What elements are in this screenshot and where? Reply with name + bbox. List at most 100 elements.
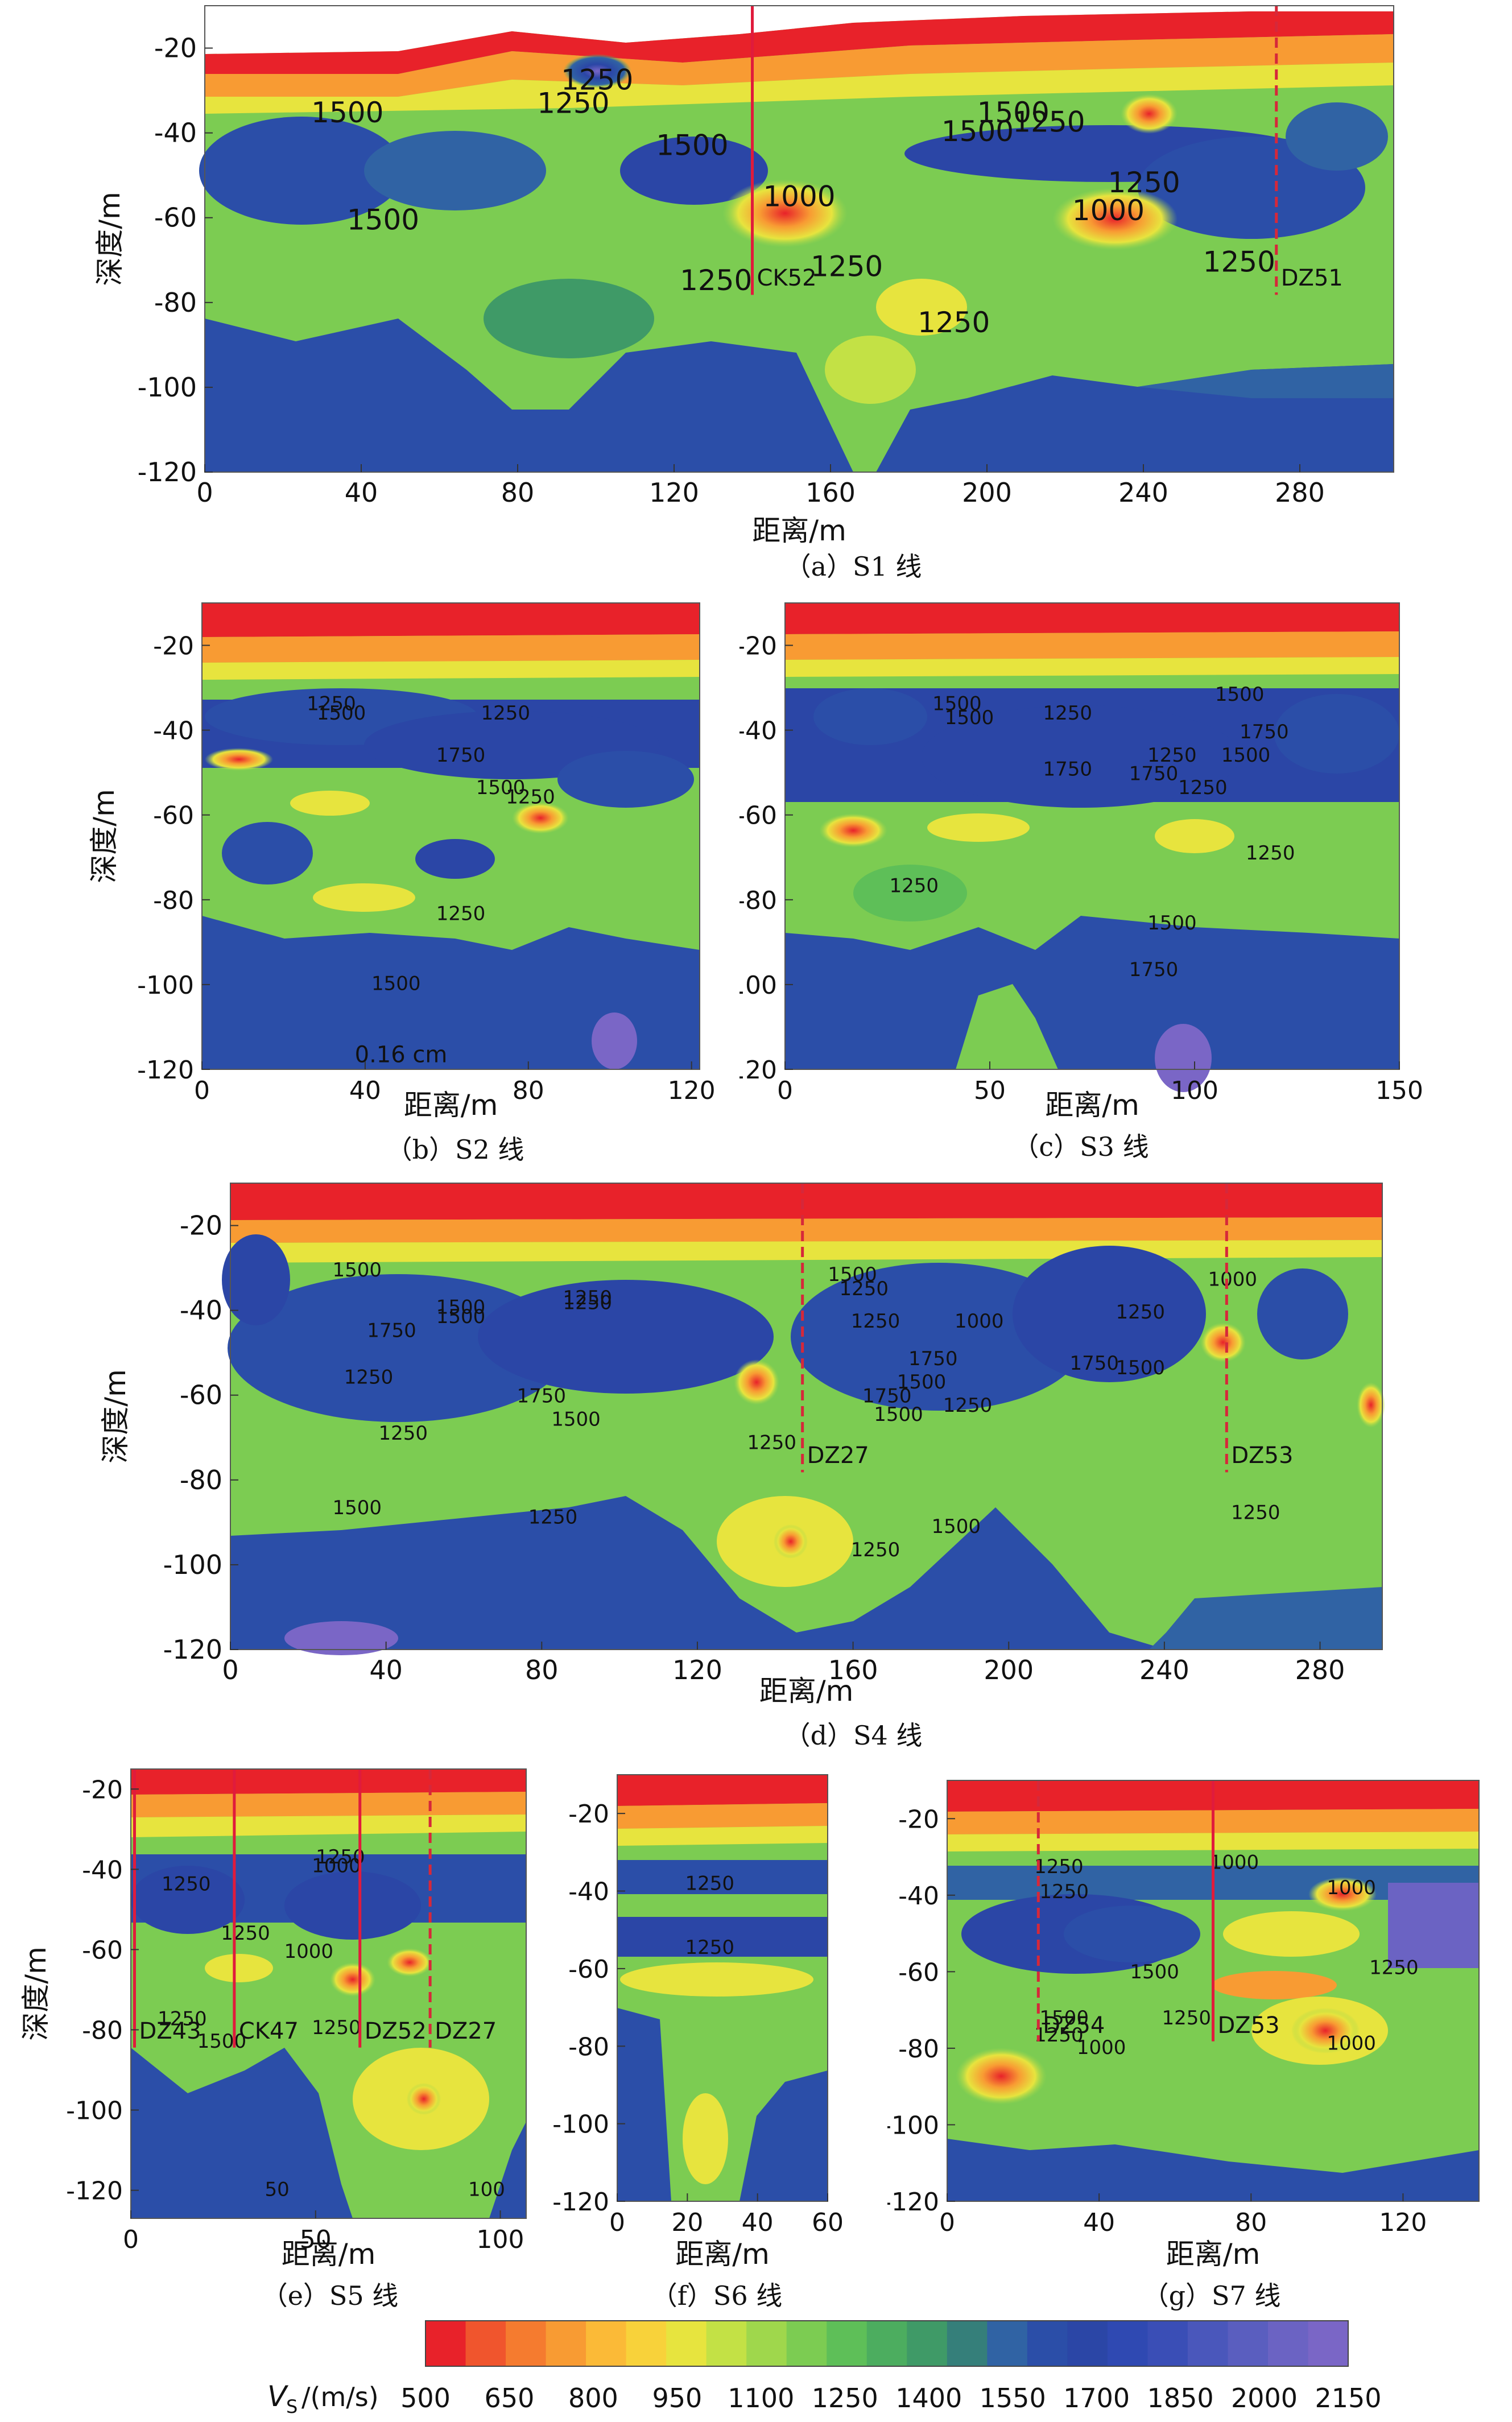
contour-label: 1250: [561, 64, 633, 97]
x-axis-label: 距离/m: [282, 2238, 376, 2271]
y-tick-label: -20: [82, 1775, 123, 1804]
colorbar-tick-label: 1700: [1063, 2383, 1130, 2413]
y-tick-label: -120: [66, 2177, 123, 2206]
boreholes-e: DZ43 CK47 DZ52 DZ27: [133, 1769, 497, 2048]
colorbar-swatch: [866, 2321, 908, 2366]
x-axis-label: 距离/m: [404, 1089, 498, 1122]
contour-label: 1500: [977, 96, 1050, 129]
colorbar-swatch: [1107, 2321, 1149, 2366]
y-tick-label: -60: [740, 801, 777, 830]
boreholes-d: DZ27 DZ53: [801, 1183, 1293, 1473]
contour-label: 1250: [1162, 2007, 1211, 2030]
y-tick-label: -80: [153, 886, 194, 915]
y-tick-label: -80: [740, 886, 777, 915]
x-tick-label: 100: [1171, 1076, 1218, 1105]
caption-f: （f）S6 线: [651, 2280, 783, 2311]
x-tick-label: 200: [984, 1655, 1034, 1685]
colorbar-swatch: [1187, 2321, 1229, 2366]
x-tick-label: 0: [194, 1076, 210, 1105]
contour-label: 1250: [307, 693, 356, 716]
y-tick-label: -120: [137, 1056, 194, 1085]
y-tick-label: -20: [898, 1805, 939, 1834]
contour-label: 1250: [890, 874, 939, 897]
y-tick-label: -20: [740, 632, 777, 661]
borehole-label: DZ27: [807, 1443, 869, 1469]
panel-c-s3: 1500 1500 1250 1500 1750 1750 1250 1500 1250 1750…: [720, 586, 1512, 1166]
colorbar-tick-label: 1850: [1147, 2383, 1214, 2413]
contour-label: 1500: [1221, 744, 1271, 767]
y-tick-label: -100: [163, 1549, 222, 1580]
colorbar-tick-label: 2000: [1231, 2383, 1298, 2413]
x-tick-label: 40: [345, 477, 378, 508]
y-tick-label: -60: [568, 1955, 609, 1984]
contour-label: 1500: [332, 1497, 382, 1519]
x-tick-label: 0: [196, 477, 213, 508]
contour-label: 1000: [312, 1855, 361, 1878]
y-tick-label: -40: [154, 118, 197, 148]
contour-label: 1250: [851, 1310, 900, 1333]
axes-f: 0 20 40 60 -20 -40 -60 -80 -100 -120 距离/m: [552, 1800, 844, 2271]
x-tick-label: 100: [477, 2225, 524, 2254]
colorbar-label-sub: S: [286, 2396, 298, 2417]
contour-label: 1250: [1203, 245, 1275, 278]
contour-label: 1250: [1246, 842, 1295, 865]
x-tick-label: 200: [962, 477, 1012, 508]
colorbar-ticks: 500 650 800 950 1100 1250 1400 1550 1700 1850 2000…: [400, 2383, 1381, 2413]
y-tick-label: -40: [740, 717, 777, 746]
y-tick-label: -120: [138, 457, 197, 487]
contour-label: 1500: [311, 96, 383, 129]
y-tick-label: -100: [138, 372, 197, 403]
contour-label: 1500: [317, 702, 366, 725]
colorbar-tick-label: 650: [485, 2383, 535, 2413]
x-tick-label: 80: [1235, 2208, 1267, 2237]
x-tick-label: 40: [742, 2208, 774, 2237]
contour-label: 1250: [918, 306, 990, 339]
y-axis-label: 深度/m: [88, 789, 121, 883]
contour-label: 1750: [1240, 721, 1289, 743]
contour-label: 1250: [685, 1873, 735, 1895]
x-tick-label: 160: [828, 1655, 878, 1685]
contour-label: 1250: [851, 1539, 900, 1561]
contour-label: 1250: [537, 87, 609, 120]
y-tick-label: -40: [180, 1295, 222, 1326]
colorbar-swatch: [1067, 2321, 1108, 2366]
y-tick-label: -20: [568, 1800, 609, 1829]
colorbar-swatch: [546, 2321, 587, 2366]
contour-label: 1000: [1077, 2036, 1126, 2059]
y-tick-label: -20: [153, 632, 194, 661]
x-tick-label: 20: [671, 2208, 703, 2237]
contour-label: 1750: [367, 1320, 416, 1342]
y-tick-label: -120: [163, 1634, 222, 1665]
colorbar-swatch: [586, 2321, 627, 2366]
colorbar-tick-label: 1250: [812, 2383, 878, 2413]
y-tick-label: -80: [82, 2016, 123, 2045]
borehole-label: DZ43: [139, 2018, 201, 2044]
contour-label: 1500: [1116, 1357, 1165, 1379]
boreholes-a: CK52 DZ51: [751, 6, 1343, 295]
colorbar-tick-label: 1400: [895, 2383, 962, 2413]
contour-label: 1250: [221, 1922, 270, 1945]
panel-d-s4: 1500 1250 1500 1500 1250 1750 1250 1750 1500 1250…: [0, 1166, 1512, 1752]
y-tick-label: -80: [568, 2032, 609, 2061]
axes-g: 0 40 80 120 -20 -40 -60 -80 -100 -120 距离/m: [882, 1805, 1427, 2271]
caption-a: （a）S1 线: [784, 551, 922, 582]
x-tick-label: 40: [1083, 2208, 1115, 2237]
y-axis-label: 深度/m: [99, 1369, 132, 1464]
contour-label: 1500: [897, 1371, 947, 1394]
contour-label: 1500: [941, 115, 1014, 148]
contour-label: 1250: [1039, 1880, 1089, 1903]
contour-label: 1250: [1108, 166, 1180, 199]
contour-label: 1250: [312, 2016, 361, 2039]
y-tick-label: -20: [154, 33, 197, 64]
y-tick-label: -80: [180, 1465, 222, 1495]
y-tick-label: -40: [153, 717, 194, 746]
y-axis-label: 深度/m: [19, 1946, 52, 2041]
borehole-label: DZ54: [1043, 2012, 1105, 2039]
colorbar-swatch: [1228, 2321, 1269, 2366]
contour-label: 1250: [747, 1431, 796, 1454]
contour-label: 1750: [1069, 1352, 1119, 1375]
borehole-label: DZ51: [1281, 265, 1343, 291]
contour-labels-f: 1250 1250: [685, 1873, 735, 1960]
